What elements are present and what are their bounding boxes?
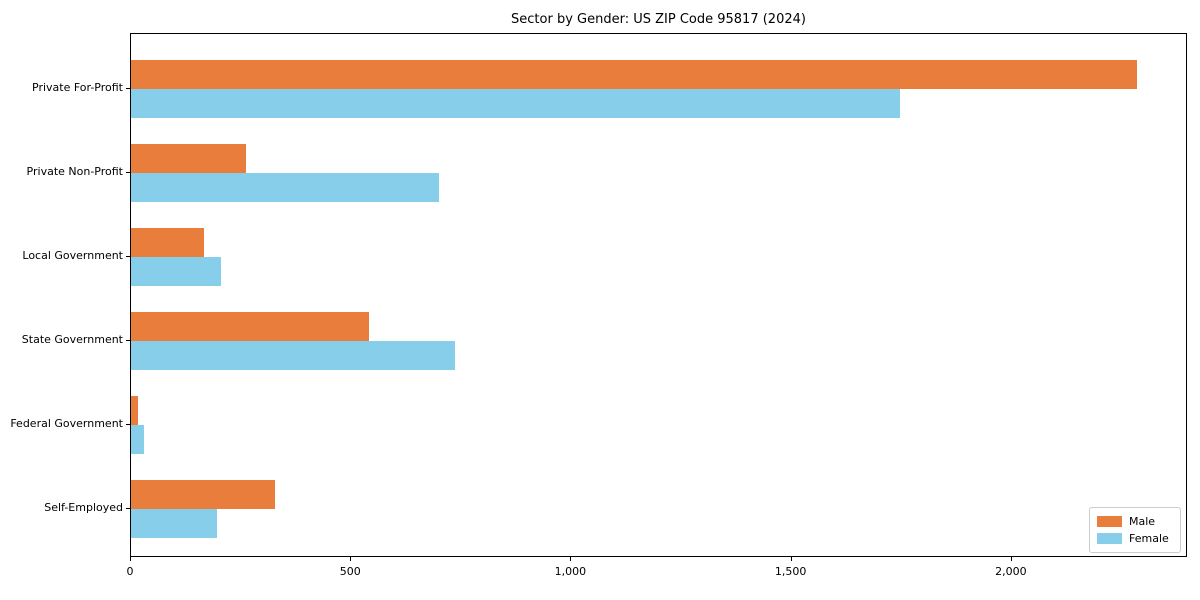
bar-female-federal-government bbox=[131, 425, 145, 454]
y-tick-label: Local Government bbox=[22, 249, 123, 262]
legend: Male Female bbox=[1089, 507, 1181, 553]
y-tick-label: Federal Government bbox=[10, 417, 123, 430]
bar-male-federal-government bbox=[131, 396, 138, 425]
x-tick-label: 2,000 bbox=[995, 565, 1027, 578]
y-tick-label: Self-Employed bbox=[44, 501, 123, 514]
y-tick-mark bbox=[126, 340, 130, 341]
bar-female-private-non-profit bbox=[131, 173, 440, 202]
x-tick-mark bbox=[790, 557, 792, 561]
y-tick-mark bbox=[126, 172, 130, 173]
bar-male-local-government bbox=[131, 228, 204, 257]
x-tick-mark bbox=[350, 557, 352, 561]
legend-item-male: Male bbox=[1097, 513, 1172, 530]
x-tick-label: 1,500 bbox=[774, 565, 807, 578]
legend-label-male: Male bbox=[1129, 515, 1156, 528]
legend-swatch-female bbox=[1097, 533, 1122, 544]
bar-female-private-for-profit bbox=[131, 89, 900, 118]
plot-area bbox=[130, 33, 1187, 557]
y-tick-mark bbox=[126, 256, 130, 257]
y-tick-label: Private Non-Profit bbox=[26, 165, 123, 178]
x-tick-mark bbox=[570, 557, 572, 561]
x-tick-label: 1,000 bbox=[554, 565, 587, 578]
bar-female-local-government bbox=[131, 257, 222, 286]
x-tick-mark bbox=[1010, 557, 1012, 561]
chart-title: Sector by Gender: US ZIP Code 95817 (202… bbox=[511, 12, 806, 27]
bar-female-self-employed bbox=[131, 509, 217, 538]
x-tick-label: 0 bbox=[126, 565, 134, 578]
y-tick-label: State Government bbox=[21, 333, 123, 346]
legend-label-female: Female bbox=[1129, 532, 1169, 545]
bar-female-state-government bbox=[131, 341, 455, 370]
bar-male-state-government bbox=[131, 312, 369, 341]
x-tick-label: 500 bbox=[339, 565, 361, 578]
bar-male-private-for-profit bbox=[131, 60, 1138, 89]
y-tick-mark bbox=[126, 424, 130, 425]
y-tick-label: Private For-Profit bbox=[32, 81, 123, 94]
legend-item-female: Female bbox=[1097, 530, 1172, 547]
x-tick-mark bbox=[130, 557, 131, 561]
y-tick-mark bbox=[126, 88, 130, 89]
bar-male-private-non-profit bbox=[131, 144, 246, 173]
legend-swatch-male bbox=[1097, 516, 1122, 527]
y-tick-mark bbox=[126, 508, 130, 509]
bar-male-self-employed bbox=[131, 480, 275, 509]
